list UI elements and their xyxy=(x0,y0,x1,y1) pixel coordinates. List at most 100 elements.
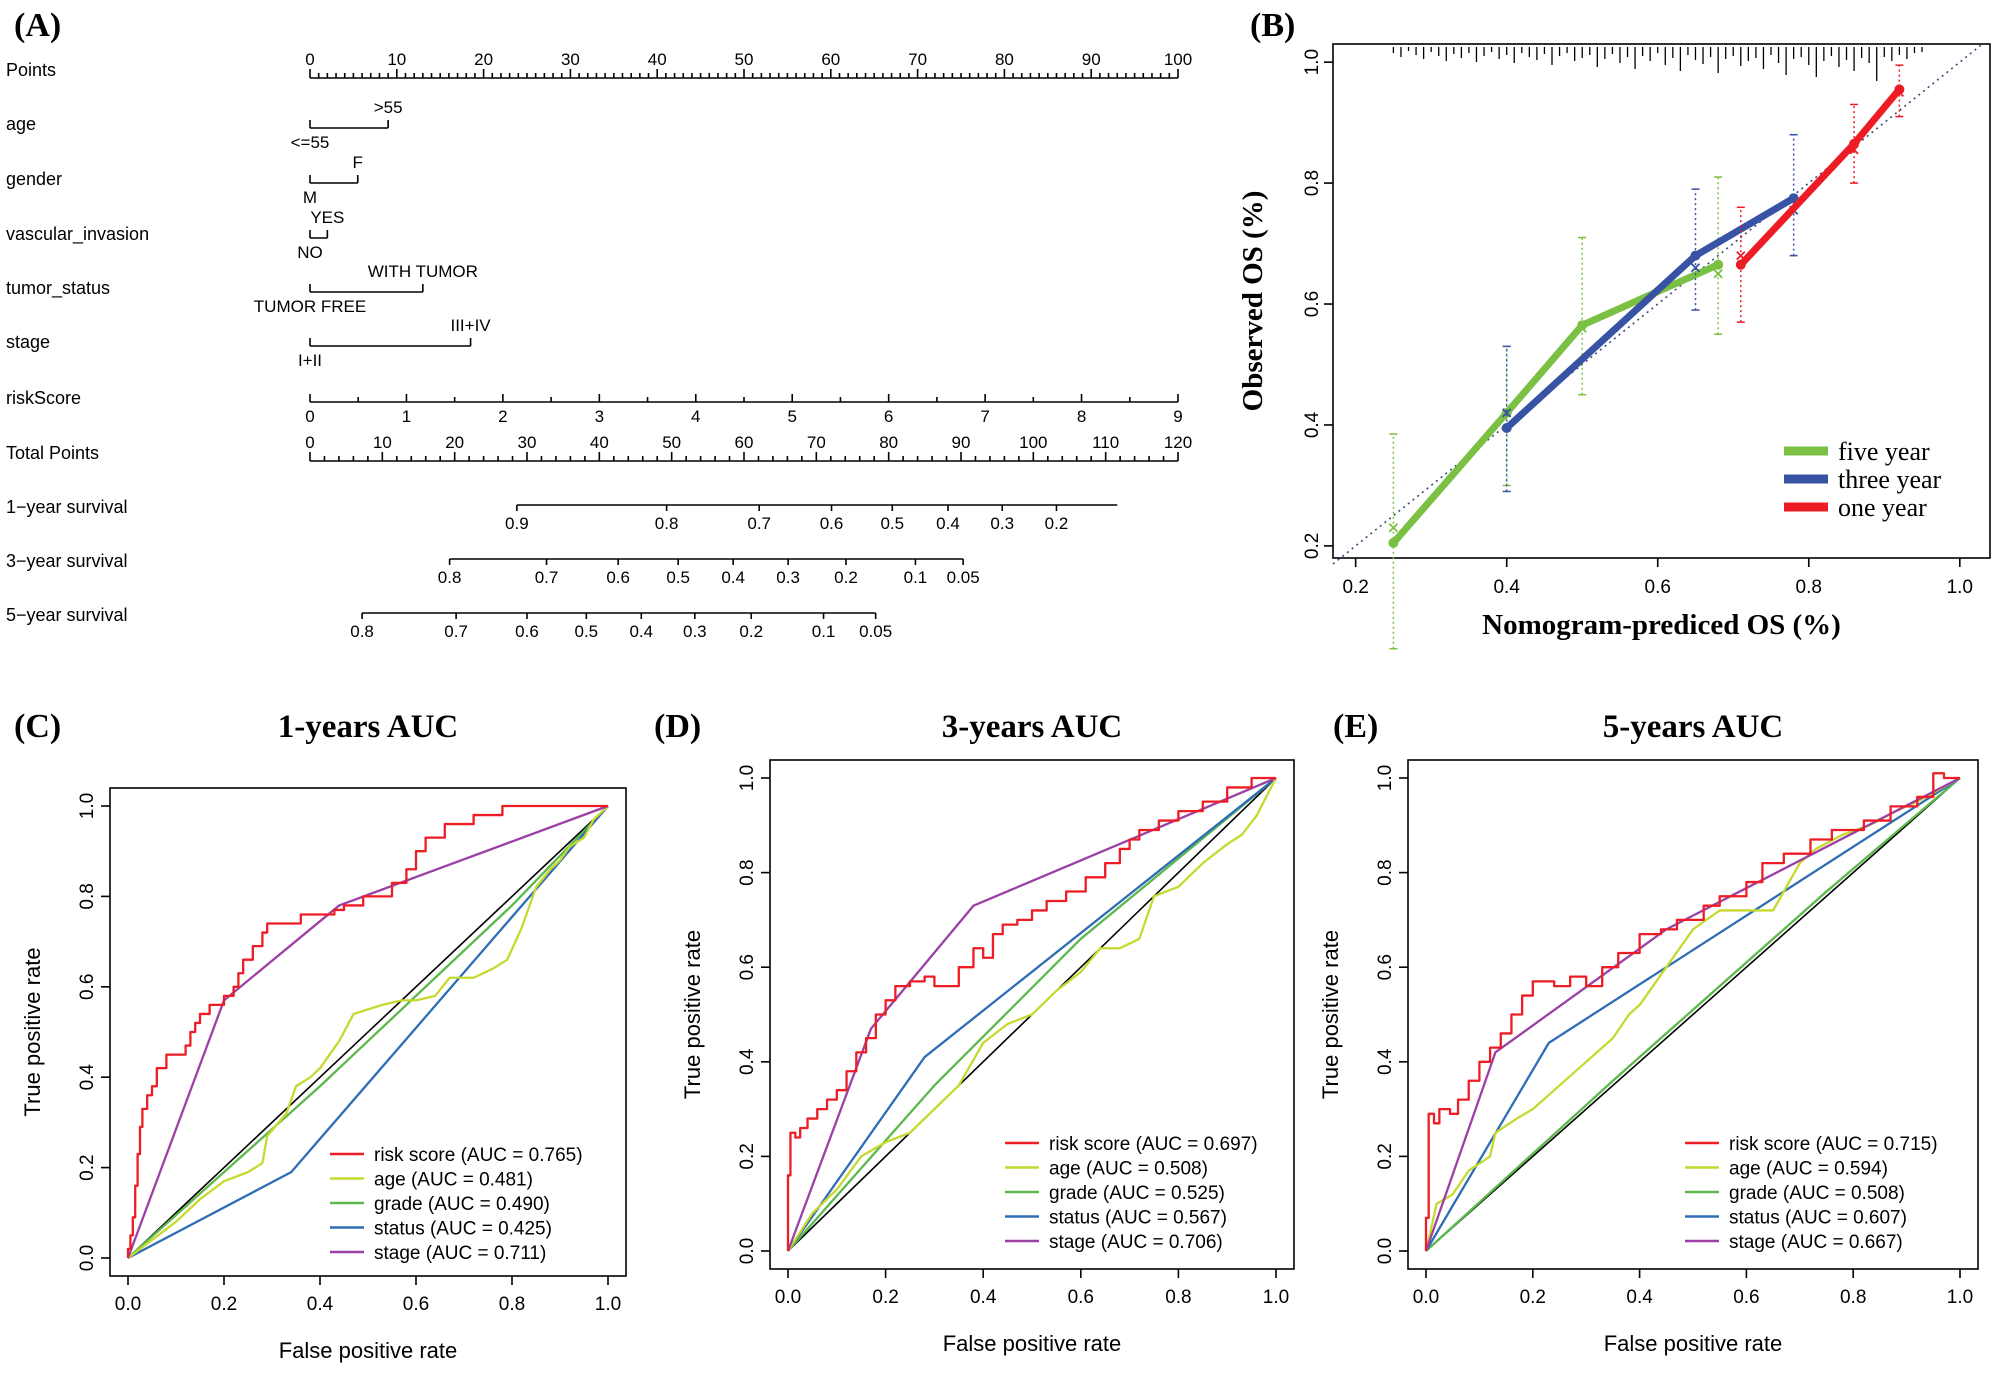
y-tick-label: 0.6 xyxy=(1302,291,1323,317)
x-tick-label: 0.8 xyxy=(1840,1287,1866,1308)
tick-label: 0 xyxy=(305,50,314,69)
row-label: 3−year survival xyxy=(6,551,128,571)
nomogram-row-3-year-survival: 3−year survival 0.8 0.7 0.6 0.5 0.4 0.3 0.2 0.1 0… xyxy=(6,551,980,587)
panel-label-c: (C) xyxy=(14,708,61,745)
calibration-point xyxy=(1388,537,1399,548)
tick-label: 0 xyxy=(305,407,314,426)
reference-diagonal xyxy=(1425,777,1961,1252)
plot-frame xyxy=(1332,43,1991,559)
calibration-point xyxy=(1713,259,1724,270)
level-label: <=55 xyxy=(291,133,330,152)
tick-label: 0.2 xyxy=(1045,514,1069,533)
tick-label: 60 xyxy=(735,433,754,452)
x-tick-label: 0.0 xyxy=(115,1294,141,1315)
y-tick-label: 0.2 xyxy=(1375,1143,1396,1169)
y-tick-label: 0.8 xyxy=(1302,170,1323,196)
level-label: >55 xyxy=(374,98,403,117)
row-label: 1−year survival xyxy=(6,497,128,517)
x-tick-label: 0.8 xyxy=(1796,577,1822,598)
nomogram-row-vascular-invasion: vascular_invasion NO YES xyxy=(6,208,344,262)
calibration-point xyxy=(1735,259,1746,270)
x-axis-title: False positive rate xyxy=(279,1338,458,1363)
tick-label: 100 xyxy=(1019,433,1047,452)
calibration-line xyxy=(1390,261,1720,546)
calibration-point xyxy=(1577,320,1588,331)
level-label: M xyxy=(303,188,317,207)
y-tick-label: 0.2 xyxy=(1302,533,1323,559)
tick-label: 0.2 xyxy=(739,622,763,641)
roc-curve-age xyxy=(1424,776,1961,1252)
tick-label: 8 xyxy=(1077,407,1086,426)
legend-label: grade (AUC = 0.525) xyxy=(1049,1183,1225,1204)
nomogram-row-age: age <=55 >55 xyxy=(6,98,403,152)
tick-label: 0.1 xyxy=(904,568,928,587)
x-tick-label: 0.2 xyxy=(1520,1287,1546,1308)
tick-label: 0.5 xyxy=(574,622,598,641)
reference-diagonal xyxy=(127,805,609,1259)
calibration-line xyxy=(1504,195,1796,431)
y-axis-title: True positive rate xyxy=(1318,930,1343,1099)
x-tick-label: 1.0 xyxy=(1947,577,1973,598)
x-tick-label: 0.6 xyxy=(1645,577,1671,598)
tick-label: 70 xyxy=(908,50,927,69)
tick-label: 0.8 xyxy=(350,622,374,641)
tick-label: 0 xyxy=(305,433,314,452)
legend-label: grade (AUC = 0.490) xyxy=(374,1194,550,1215)
nomogram-row-1-year-survival: 1−year survival 0.9 0.8 0.7 0.6 0.5 0.4 0.3 0.2 xyxy=(6,497,1118,533)
legend: risk score (AUC = 0.697) age (AUC = 0.508… xyxy=(1005,1134,1258,1253)
tick-label: 110 xyxy=(1092,433,1119,452)
nomogram-row-riskscore: riskScore 0 1 2 3 4 5 6 7 8 9 xyxy=(6,388,1183,426)
tick-label: 0.05 xyxy=(859,622,892,641)
roc-curve-grade xyxy=(127,805,609,1259)
legend-label: stage (AUC = 0.667) xyxy=(1729,1232,1903,1253)
x-tick-label: 0.6 xyxy=(1068,1287,1094,1308)
row-label: Total Points xyxy=(6,443,99,463)
legend-label: stage (AUC = 0.706) xyxy=(1049,1232,1223,1253)
series-five-year xyxy=(1388,176,1724,650)
tick-label: 50 xyxy=(662,433,681,452)
roc-curve-risk-score xyxy=(126,804,608,1258)
row-label: Points xyxy=(6,60,56,80)
roc-panel-1-year: (C) 1-years AUC 0.0 0.0 0.2 0.2 0.4 0.4 0.6 0.6 0… xyxy=(14,708,627,1363)
tick-label: 0.3 xyxy=(683,622,707,641)
tick-label: 0.6 xyxy=(820,514,844,533)
legend-label: risk score (AUC = 0.765) xyxy=(374,1145,583,1166)
y-tick-label: 0.2 xyxy=(77,1154,98,1180)
chart-title: 3-years AUC xyxy=(942,709,1123,745)
y-tick-label: 0.4 xyxy=(1375,1048,1396,1075)
panel-label-e: (E) xyxy=(1333,708,1378,745)
x-tick-label: 0.6 xyxy=(403,1294,429,1315)
y-tick-label: 0.4 xyxy=(1302,411,1323,438)
tick-label: 0.7 xyxy=(747,514,771,533)
x-axis-title: False positive rate xyxy=(1604,1331,1783,1356)
tick-label: 4 xyxy=(691,407,700,426)
corrected-marker xyxy=(1894,87,1905,98)
level-label: WITH TUMOR xyxy=(368,262,478,281)
level-label: F xyxy=(353,153,363,172)
nomogram-row-stage: stage I+II III+IV xyxy=(6,316,491,370)
x-tick-label: 0.0 xyxy=(775,1287,801,1308)
level-label: YES xyxy=(310,208,344,227)
tick-label: 100 xyxy=(1164,50,1192,69)
tick-label: 2 xyxy=(498,407,507,426)
x-tick-label: 0.2 xyxy=(211,1294,237,1315)
row-label: riskScore xyxy=(6,388,81,408)
roc-curve-stage xyxy=(786,776,1277,1252)
y-tick-label: 0.8 xyxy=(77,883,98,909)
tick-label: 90 xyxy=(952,433,971,452)
level-label: NO xyxy=(297,243,323,262)
corrected-marker xyxy=(1736,251,1746,261)
y-tick-label: 1.0 xyxy=(1375,765,1396,791)
series-one-year xyxy=(1735,64,1905,323)
roc-curve-risk-score xyxy=(786,776,1276,1251)
panel-label-b: (B) xyxy=(1250,7,1295,44)
roc-curve-status xyxy=(787,777,1277,1252)
panel-label-d: (D) xyxy=(654,708,701,745)
tick-label: 7 xyxy=(980,407,989,426)
row-label: tumor_status xyxy=(6,278,110,299)
corrected-marker xyxy=(1388,523,1399,533)
tick-label: 90 xyxy=(1082,50,1101,69)
row-label: 5−year survival xyxy=(6,605,128,625)
x-tick-label: 0.8 xyxy=(499,1294,525,1315)
